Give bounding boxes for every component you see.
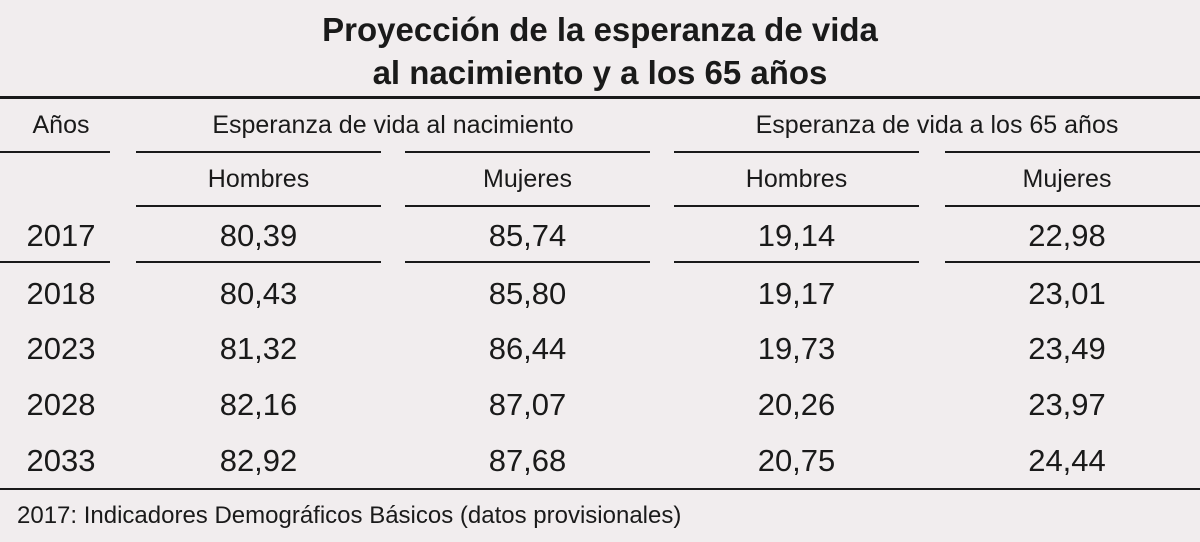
subheader-65-women: Mujeres xyxy=(1022,165,1112,193)
cell-65-men: 19,14 xyxy=(757,218,836,253)
subheader-rule-birth-men xyxy=(136,205,381,207)
row-rule-65-women xyxy=(945,261,1200,263)
cell-65-women: 24,44 xyxy=(1028,443,1106,478)
subheader-rule-birth-women xyxy=(405,205,650,207)
cell-birth-men: 82,92 xyxy=(219,443,298,478)
subheader-rule-65-women xyxy=(945,205,1200,207)
cell-year: 2017 xyxy=(26,218,96,253)
header-group-65: Esperanza de vida a los 65 años xyxy=(755,111,1119,139)
cell-65-men: 19,17 xyxy=(757,276,836,311)
cell-birth-men: 80,39 xyxy=(219,218,298,253)
cell-birth-men: 81,32 xyxy=(219,331,298,366)
cell-year: 2028 xyxy=(26,387,96,422)
cell-birth-men: 82,16 xyxy=(219,387,298,422)
cell-birth-women: 87,68 xyxy=(488,443,567,478)
subheader-birth-men: Hombres xyxy=(207,165,310,193)
header-rule-65-women xyxy=(945,151,1200,153)
cell-birth-women: 85,74 xyxy=(488,218,567,253)
chart-title-line-2: al nacimiento y a los 65 años xyxy=(372,54,828,91)
header-rule-65-men xyxy=(674,151,919,153)
cell-birth-women: 85,80 xyxy=(488,276,567,311)
subheader-birth-women: Mujeres xyxy=(483,165,572,193)
cell-year: 2018 xyxy=(26,276,96,311)
cell-65-women: 23,97 xyxy=(1028,387,1106,422)
cell-birth-women: 87,07 xyxy=(488,387,567,422)
cell-65-women: 23,01 xyxy=(1028,276,1106,311)
cell-65-men: 20,26 xyxy=(757,387,836,422)
header-rule-birth-women xyxy=(405,151,650,153)
subheader-65-men: Hombres xyxy=(745,165,848,193)
cell-year: 2023 xyxy=(26,331,96,366)
subheader-rule-65-men xyxy=(674,205,919,207)
bottom-rule xyxy=(0,488,1200,490)
chart-title-line-1: Proyección de la esperanza de vida xyxy=(322,11,878,48)
cell-65-women: 22,98 xyxy=(1028,218,1106,253)
cell-birth-women: 86,44 xyxy=(488,331,567,366)
row-rule-birth-women xyxy=(405,261,650,263)
cell-year: 2033 xyxy=(26,443,96,478)
row-rule-birth-men xyxy=(136,261,381,263)
header-rule-birth-men xyxy=(136,151,381,153)
cell-birth-men: 80,43 xyxy=(219,276,298,311)
cell-65-men: 19,73 xyxy=(757,331,836,366)
footnote: 2017: Indicadores Demográficos Básicos (… xyxy=(17,502,682,529)
header-rule-years xyxy=(0,151,110,153)
cell-65-men: 20,75 xyxy=(757,443,836,478)
header-group-birth: Esperanza de vida al nacimiento xyxy=(212,111,574,139)
cell-65-women: 23,49 xyxy=(1028,331,1106,366)
row-rule-years xyxy=(0,261,110,263)
row-rule-65-men xyxy=(674,261,919,263)
top-rule xyxy=(0,96,1200,99)
header-years: Años xyxy=(32,111,90,139)
